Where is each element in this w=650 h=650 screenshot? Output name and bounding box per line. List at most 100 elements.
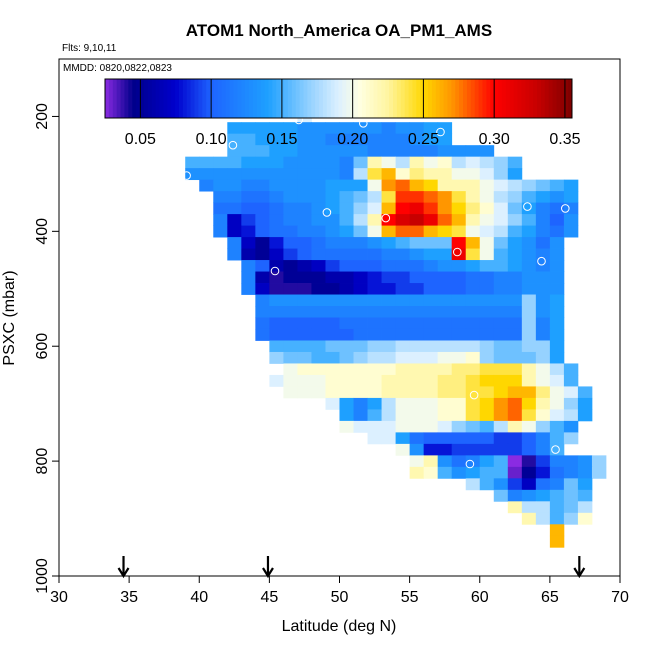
heatmap-cell bbox=[563, 374, 579, 387]
heatmap-cell bbox=[535, 283, 551, 295]
heatmap-cell bbox=[339, 156, 354, 169]
heatmap-cell bbox=[423, 351, 439, 364]
heatmap-cell bbox=[297, 271, 312, 284]
heatmap-cell bbox=[255, 283, 270, 295]
heatmap-cell bbox=[381, 271, 396, 284]
y-tick-label: 600 bbox=[34, 333, 51, 360]
heatmap-cell bbox=[507, 168, 523, 181]
heatmap-cell bbox=[311, 122, 326, 135]
heatmap-cell bbox=[521, 409, 537, 422]
heatmap-cell bbox=[507, 501, 523, 514]
heatmap-cell bbox=[535, 386, 551, 399]
heatmap-cell bbox=[465, 478, 481, 491]
heatmap-cell bbox=[255, 260, 270, 272]
heatmap-cell bbox=[367, 420, 382, 433]
heatmap-cell bbox=[521, 317, 537, 330]
colorbar-tick-label: 0.10 bbox=[196, 131, 227, 148]
heatmap-cell bbox=[549, 397, 565, 410]
heatmap-cell bbox=[479, 386, 495, 399]
heatmap-cell bbox=[297, 133, 312, 146]
heatmap-cell bbox=[479, 271, 495, 284]
heatmap-cell bbox=[241, 168, 256, 181]
colorbar-segment bbox=[202, 79, 207, 118]
heatmap-cell bbox=[437, 156, 453, 169]
heatmap-cell bbox=[493, 317, 509, 330]
heatmap-cell bbox=[269, 191, 284, 204]
heatmap-cell bbox=[367, 179, 382, 192]
colorbar-segment bbox=[112, 79, 118, 118]
heatmap-cell bbox=[423, 294, 439, 307]
heatmap-cell bbox=[437, 168, 453, 181]
heatmap-cell bbox=[535, 317, 551, 330]
colorbar-segment bbox=[568, 79, 573, 118]
heatmap-cell bbox=[591, 455, 607, 468]
heatmap-cell bbox=[507, 202, 523, 215]
x-tick-label: 30 bbox=[50, 589, 68, 606]
heatmap-cell bbox=[507, 363, 523, 376]
heatmap-cell bbox=[451, 294, 467, 307]
heatmap-cell bbox=[493, 179, 509, 192]
heatmap-cell bbox=[353, 294, 368, 307]
heatmap-cell bbox=[409, 248, 425, 261]
heatmap-cell bbox=[451, 374, 467, 387]
heatmap-cell bbox=[563, 397, 579, 410]
colorbar-segment bbox=[303, 79, 308, 118]
heatmap-cell bbox=[535, 248, 551, 261]
heatmap-cell bbox=[423, 420, 439, 433]
heatmap-cell bbox=[367, 306, 382, 318]
heatmap-cell bbox=[339, 386, 354, 399]
heatmap-cell bbox=[493, 214, 509, 226]
colorbar-frame bbox=[104, 78, 573, 119]
colorbar-segment bbox=[237, 79, 242, 118]
heatmap-cell bbox=[451, 248, 467, 261]
heatmap-cell bbox=[311, 191, 326, 204]
heatmap-cell bbox=[409, 145, 425, 158]
heatmap-cell bbox=[353, 397, 368, 410]
heatmap-cell bbox=[465, 191, 481, 204]
colorbar-segment bbox=[299, 79, 304, 118]
heatmap-cell bbox=[451, 191, 467, 204]
heatmap-cell bbox=[367, 351, 382, 364]
colorbar-segment bbox=[420, 79, 425, 118]
heatmap-cell bbox=[493, 237, 509, 249]
heatmap-cell bbox=[507, 478, 523, 491]
colorbar-segment bbox=[287, 79, 293, 118]
heatmap-cell bbox=[297, 351, 312, 364]
heatmap-cell bbox=[339, 168, 354, 181]
heatmap-cell bbox=[479, 374, 495, 387]
heatmap-cell bbox=[395, 156, 411, 169]
heatmap-cell bbox=[283, 168, 298, 181]
heatmap-cell bbox=[269, 271, 284, 284]
heatmap-cell bbox=[549, 524, 565, 537]
heatmap-cell bbox=[381, 340, 396, 353]
colorbar-tick-label: 0.05 bbox=[125, 131, 156, 148]
sample-point bbox=[359, 119, 368, 128]
heatmap-cell bbox=[395, 179, 411, 192]
heatmap-cell bbox=[353, 271, 368, 284]
heatmap-cell bbox=[507, 386, 523, 399]
heatmap-cell bbox=[255, 168, 270, 181]
heatmap-cell bbox=[507, 260, 523, 272]
heatmap-cell bbox=[283, 351, 298, 364]
heatmap-cell bbox=[451, 156, 467, 169]
heatmap-cell bbox=[269, 145, 284, 158]
heatmap-cell bbox=[493, 191, 509, 204]
heatmap-cell bbox=[423, 179, 439, 192]
heatmap-cell bbox=[549, 340, 565, 353]
colorbar-segment bbox=[525, 79, 530, 118]
heatmap-cell bbox=[213, 168, 228, 181]
colorbar-segment bbox=[501, 79, 507, 118]
heatmap-cell bbox=[353, 191, 368, 204]
heatmap-cell bbox=[479, 351, 495, 364]
heatmap-cell bbox=[409, 168, 425, 181]
heatmap-cell bbox=[577, 489, 593, 502]
heatmap-cell bbox=[311, 237, 326, 249]
heatmap-cell bbox=[549, 409, 565, 422]
heatmap-cell bbox=[563, 512, 579, 525]
heatmap-cell bbox=[381, 432, 396, 445]
heatmap-cell bbox=[437, 202, 453, 215]
heatmap-cell bbox=[423, 214, 439, 226]
sample-point bbox=[228, 140, 238, 150]
colorbar: 0.05 0.10 0.15 0.20 0.25 0.30 0.35 bbox=[104, 78, 581, 148]
heatmap-cell bbox=[465, 260, 481, 272]
